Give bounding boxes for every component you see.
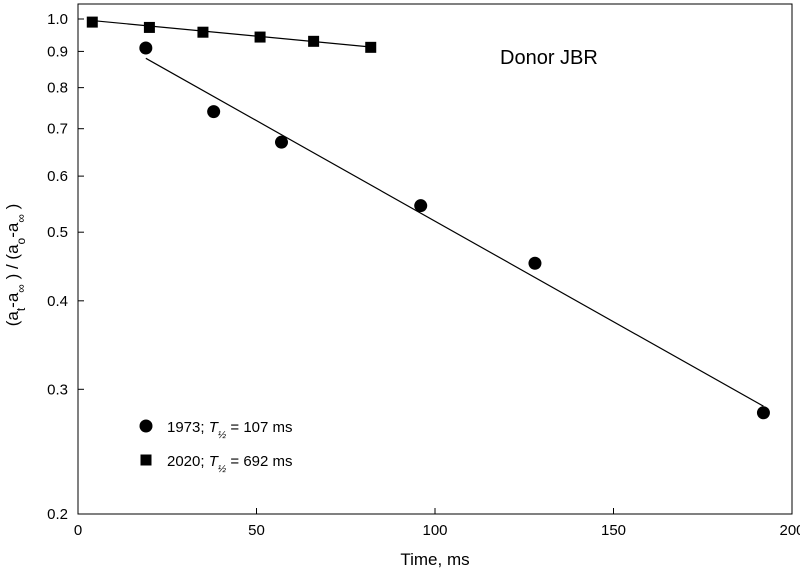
y-tick-label: 0.7 — [47, 121, 68, 138]
legend-label-2020: 2020; T½ = 692 ms — [167, 453, 293, 475]
legend-label-symbol: T — [209, 453, 220, 470]
x-tick-label: 100 — [422, 522, 447, 539]
point-1973 — [139, 41, 153, 55]
legend-label-1973: 1973; T½ = 107 ms — [167, 419, 293, 441]
fit-line-2020 — [92, 19, 371, 48]
y-tick-label: 0.5 — [47, 224, 68, 241]
y-axis-title-subscript: ∞ — [14, 284, 28, 293]
point-1973 — [528, 256, 542, 270]
y-axis-title-part: (a — [3, 311, 22, 327]
point-1973 — [756, 406, 770, 420]
y-tick-label: 0.9 — [47, 43, 68, 60]
y-tick-label: 0.4 — [47, 293, 68, 310]
legend-label-suffix: = 107 ms — [226, 419, 292, 436]
chart-annotation: Donor JBR — [500, 47, 598, 69]
point-1973 — [274, 135, 288, 149]
fit-line-1973 — [145, 57, 764, 407]
x-tick-label: 0 — [74, 522, 82, 539]
y-axis-title-subscript: o — [14, 237, 28, 244]
y-tick-label: 0.2 — [47, 506, 68, 523]
point-2020 — [143, 21, 155, 33]
y-axis-title-subscript: ∞ — [14, 214, 28, 223]
point-1973 — [207, 105, 221, 119]
fit-lines — [92, 19, 764, 407]
legend-label-subscript: ½ — [218, 430, 227, 441]
legend-label-subscript: ½ — [218, 464, 227, 475]
point-2020 — [197, 26, 209, 38]
legend-label-suffix: = 692 ms — [226, 453, 292, 470]
x-tick-label: 150 — [601, 522, 626, 539]
point-2020 — [365, 41, 377, 53]
legend-marker-1973 — [139, 419, 153, 433]
legend-label-prefix: 1973; — [167, 419, 209, 436]
y-tick-label: 0.6 — [47, 168, 68, 185]
y-axis-title: (at-a∞ ) / (ao-a∞ ) — [3, 204, 28, 327]
ticks: 0 50 100 150 200 0.2 0.3 0.4 0.5 0.6 0.7 0.8 0.9 1.0 — [47, 11, 800, 539]
point-2020 — [308, 35, 320, 47]
x-tick-label: 200 — [779, 522, 800, 539]
data-points — [86, 16, 770, 420]
x-tick-label: 50 — [248, 522, 265, 539]
y-axis-title-part: ) — [3, 204, 22, 214]
legend-label-prefix: 2020; — [167, 453, 209, 470]
y-axis-title-part: -a — [3, 222, 22, 238]
legend-label-symbol: T — [209, 419, 220, 436]
x-axis-title: Time, ms — [400, 550, 469, 569]
y-tick-label: 0.3 — [47, 381, 68, 398]
legend-marker-2020 — [140, 454, 152, 466]
point-2020 — [86, 16, 98, 28]
point-2020 — [254, 31, 266, 43]
y-axis-title-part: ) / (a — [3, 244, 22, 284]
y-tick-label: 1.0 — [47, 11, 68, 28]
y-axis-title-part: -a — [3, 292, 22, 308]
point-1973 — [414, 199, 428, 213]
y-axis-title-subscript: t — [14, 307, 28, 311]
y-tick-label: 0.8 — [47, 80, 68, 97]
